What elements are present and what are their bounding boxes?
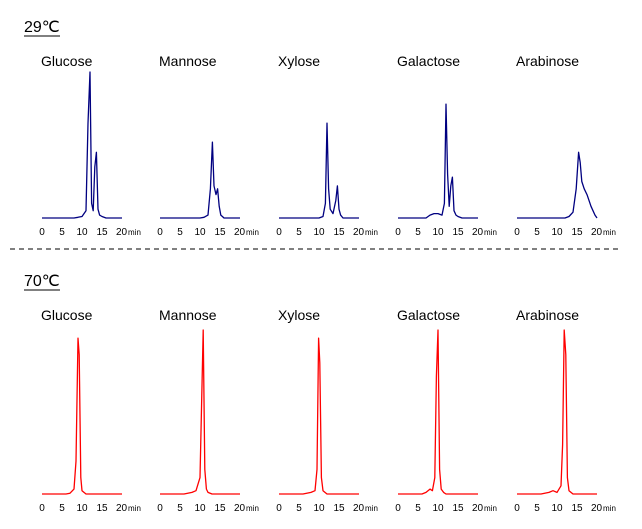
chromatogram-trace [398,329,478,495]
x-unit-label: min [246,504,259,513]
section-title: 70℃ [24,273,60,290]
x-tick-label: 5 [534,227,540,238]
x-tick-label: 20 [116,503,128,514]
x-tick-label: 10 [313,503,325,514]
chromatogram-trace [42,337,122,495]
x-tick-label: 0 [276,503,282,514]
x-tick-label: 15 [333,227,345,238]
x-tick-label: 5 [177,227,183,238]
x-tick-label: 15 [452,503,464,514]
panel-title: Mannose [159,307,217,323]
panel-title: Mannose [159,53,217,69]
x-tick-label: 10 [313,227,325,238]
x-tick-label: 0 [514,227,520,238]
x-tick-label: 10 [551,227,563,238]
x-tick-label: 15 [571,227,583,238]
x-tick-label: 10 [194,227,206,238]
x-tick-label: 0 [39,503,45,514]
x-unit-label: min [484,504,497,513]
chromatogram-trace [517,151,598,219]
x-tick-label: 10 [432,503,444,514]
panel-title: Arabinose [516,307,579,323]
x-tick-label: 10 [194,503,206,514]
x-tick-label: 15 [96,503,108,514]
chromatogram-trace [160,141,240,219]
x-unit-label: min [603,504,616,513]
panel-title: Glucose [41,53,93,69]
x-tick-label: 20 [472,227,484,238]
panel-title: Glucose [41,307,93,323]
x-tick-label: 5 [177,503,183,514]
x-tick-label: 15 [214,227,226,238]
x-unit-label: min [603,228,616,237]
x-tick-label: 5 [415,227,421,238]
x-unit-label: min [365,504,378,513]
x-tick-label: 0 [395,503,401,514]
x-unit-label: min [128,504,141,513]
x-tick-label: 5 [59,503,65,514]
panel-title: Xylose [278,53,320,69]
chromatogram-trace [42,71,122,219]
x-tick-label: 10 [76,503,88,514]
x-tick-label: 0 [39,227,45,238]
x-tick-label: 20 [234,503,246,514]
x-tick-label: 20 [591,503,603,514]
x-tick-label: 20 [353,503,365,514]
x-tick-label: 5 [415,503,421,514]
x-tick-label: 15 [452,227,464,238]
x-tick-label: 15 [333,503,345,514]
x-tick-label: 0 [276,227,282,238]
panel-title: Galactose [397,53,460,69]
section-title: 29℃ [24,19,60,36]
x-tick-label: 10 [551,503,563,514]
x-unit-label: min [128,228,141,237]
x-tick-label: 5 [296,503,302,514]
x-tick-label: 15 [96,227,108,238]
chromatogram-trace [398,103,478,219]
panel-title: Arabinose [516,53,579,69]
x-tick-label: 15 [214,503,226,514]
chromatogram-trace [160,329,240,495]
x-tick-label: 20 [472,503,484,514]
x-unit-label: min [365,228,378,237]
x-unit-label: min [246,228,259,237]
x-tick-label: 15 [571,503,583,514]
x-tick-label: 0 [395,227,401,238]
x-tick-label: 5 [534,503,540,514]
panel-title: Galactose [397,307,460,323]
x-tick-label: 10 [432,227,444,238]
x-tick-label: 20 [353,227,365,238]
panel-title: Xylose [278,307,320,323]
chromatogram-trace [279,337,359,495]
x-tick-label: 0 [157,503,163,514]
x-tick-label: 20 [116,227,128,238]
x-unit-label: min [484,228,497,237]
x-tick-label: 0 [514,503,520,514]
x-tick-label: 10 [76,227,88,238]
chromatogram-trace [279,122,359,219]
x-tick-label: 5 [296,227,302,238]
chromatogram-trace [517,329,597,495]
x-tick-label: 0 [157,227,163,238]
x-tick-label: 20 [591,227,603,238]
x-tick-label: 20 [234,227,246,238]
x-tick-label: 5 [59,227,65,238]
